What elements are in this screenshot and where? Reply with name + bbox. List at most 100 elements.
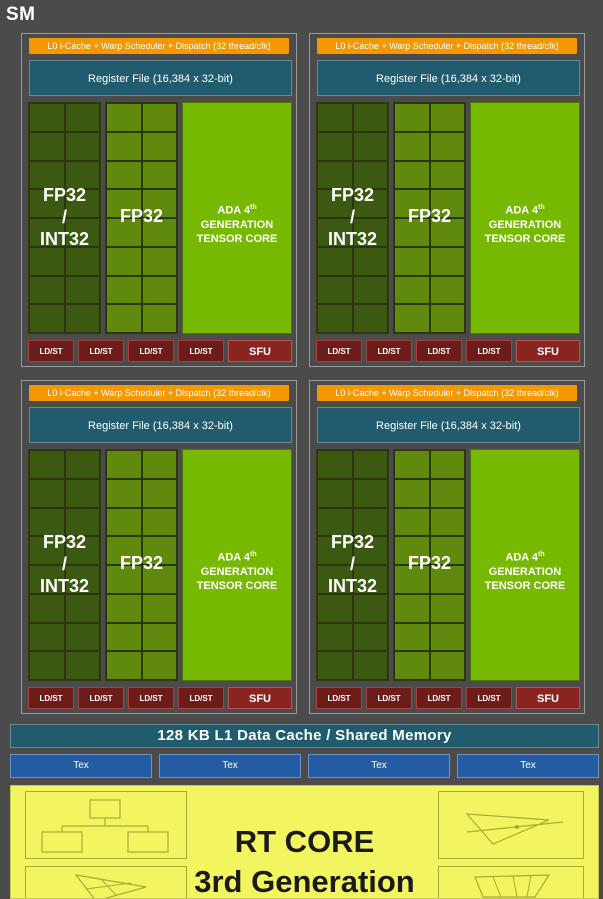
core-cell	[394, 275, 430, 305]
tensor-core-line2: GENERATION	[488, 218, 562, 231]
core-cell	[141, 131, 177, 161]
core-cell	[429, 565, 465, 594]
bvh-tree-icon	[41, 799, 169, 853]
core-cell	[141, 275, 177, 305]
ldst-unit: LD/ST	[28, 340, 74, 362]
register-file: Register File (16,384 x 32-bit)	[317, 60, 580, 96]
core-cell	[29, 622, 65, 652]
core-cell	[106, 622, 142, 652]
l0-cache-warp-scheduler: L0 i-Cache + Warp Scheduler + Dispatch (…	[317, 38, 577, 54]
core-cell	[141, 246, 177, 276]
tensor-core-line2: GENERATION	[200, 565, 274, 578]
rt-micromesh-diagram	[25, 866, 187, 898]
core-cell	[29, 160, 65, 190]
core-cell	[141, 507, 177, 537]
core-cell	[352, 160, 388, 190]
core-cell	[64, 478, 100, 508]
core-cell	[317, 478, 353, 508]
core-cell	[317, 275, 353, 305]
core-cell	[106, 651, 142, 680]
ldst-unit: LD/ST	[78, 340, 124, 362]
tex-unit-3: Tex	[308, 754, 450, 778]
tex-unit-4: Tex	[457, 754, 599, 778]
core-cell	[29, 450, 65, 479]
register-file: Register File (16,384 x 32-bit)	[317, 407, 580, 443]
core-cell	[29, 651, 65, 680]
ldst-unit: LD/ST	[316, 687, 362, 709]
tensor-core-label: ADA 4th GENERATION TENSOR CORE	[471, 548, 579, 593]
l1-data-cache: 128 KB L1 Data Cache / Shared Memory	[10, 724, 599, 748]
core-cell	[64, 103, 100, 132]
ldst-sfu-row: LD/ST LD/ST LD/ST LD/ST SFU	[316, 687, 580, 709]
core-cell	[429, 507, 465, 537]
l0-cache-warp-scheduler: L0 i-Cache + Warp Scheduler + Dispatch (…	[29, 38, 289, 54]
core-cell	[64, 275, 100, 305]
processing-block-4: L0 i-Cache + Warp Scheduler + Dispatch (…	[309, 380, 585, 714]
core-cell	[317, 131, 353, 161]
core-cell	[394, 131, 430, 161]
rt-bvh-diagram	[25, 791, 187, 859]
core-cell	[317, 565, 353, 594]
tensor-core-label: ADA 4th GENERATION TENSOR CORE	[183, 548, 291, 593]
core-cell	[141, 565, 177, 594]
fp32-units	[393, 449, 466, 681]
sfu-unit: SFU	[516, 687, 580, 709]
core-cell	[317, 651, 353, 680]
processing-block-2: L0 i-Cache + Warp Scheduler + Dispatch (…	[309, 33, 585, 367]
core-cell	[64, 189, 100, 218]
core-cell	[29, 593, 65, 623]
ldst-unit: LD/ST	[316, 340, 362, 362]
core-cell	[429, 103, 465, 132]
core-cell	[429, 189, 465, 218]
core-cell	[352, 131, 388, 161]
core-cell	[352, 622, 388, 652]
tensor-core-label: ADA 4th GENERATION TENSOR CORE	[471, 201, 579, 246]
rt-core-title: RT CORE	[234, 824, 375, 859]
fp32-units	[105, 449, 178, 681]
tensor-core-gen-sup: th	[250, 204, 257, 211]
ldst-unit: LD/ST	[128, 687, 174, 709]
core-cell	[106, 246, 142, 276]
core-cell	[352, 304, 388, 333]
ldst-unit: LD/ST	[466, 687, 512, 709]
ldst-unit: LD/ST	[366, 340, 412, 362]
ldst-sfu-row: LD/ST LD/ST LD/ST LD/ST SFU	[316, 340, 580, 362]
core-cell	[106, 189, 142, 218]
fp32-int32-units	[28, 449, 101, 681]
core-cell	[64, 131, 100, 161]
core-cell	[317, 160, 353, 190]
ldst-sfu-row: LD/ST LD/ST LD/ST LD/ST SFU	[28, 687, 292, 709]
core-cell	[141, 218, 177, 247]
tensor-core: ADA 4th GENERATION TENSOR CORE	[470, 449, 580, 681]
core-cell	[429, 536, 465, 565]
core-cell	[141, 593, 177, 623]
core-cell	[29, 218, 65, 247]
tensor-core-line1: ADA 4th	[183, 201, 291, 218]
rt-core-generation: 3rd Generation	[194, 864, 415, 899]
core-cell	[64, 218, 100, 247]
core-cell	[429, 622, 465, 652]
core-cell	[106, 218, 142, 247]
core-cell	[29, 536, 65, 565]
ldst-unit: LD/ST	[416, 340, 462, 362]
core-cell	[394, 189, 430, 218]
fp32-int32-units	[316, 102, 389, 334]
core-cell	[394, 246, 430, 276]
core-cell	[141, 651, 177, 680]
core-cell	[106, 565, 142, 594]
core-cell	[141, 450, 177, 479]
core-cell	[394, 450, 430, 479]
core-cell	[352, 246, 388, 276]
rt-triangle-diagram	[438, 791, 584, 859]
tensor-core-line2: GENERATION	[200, 218, 274, 231]
core-cell	[317, 304, 353, 333]
ldst-unit: LD/ST	[178, 340, 224, 362]
tensor-core-line3: TENSOR CORE	[196, 232, 278, 245]
core-cell	[317, 593, 353, 623]
core-cell	[394, 160, 430, 190]
core-cell	[106, 507, 142, 537]
core-cell	[29, 189, 65, 218]
core-cell	[317, 536, 353, 565]
core-cell	[394, 622, 430, 652]
core-cell	[394, 593, 430, 623]
